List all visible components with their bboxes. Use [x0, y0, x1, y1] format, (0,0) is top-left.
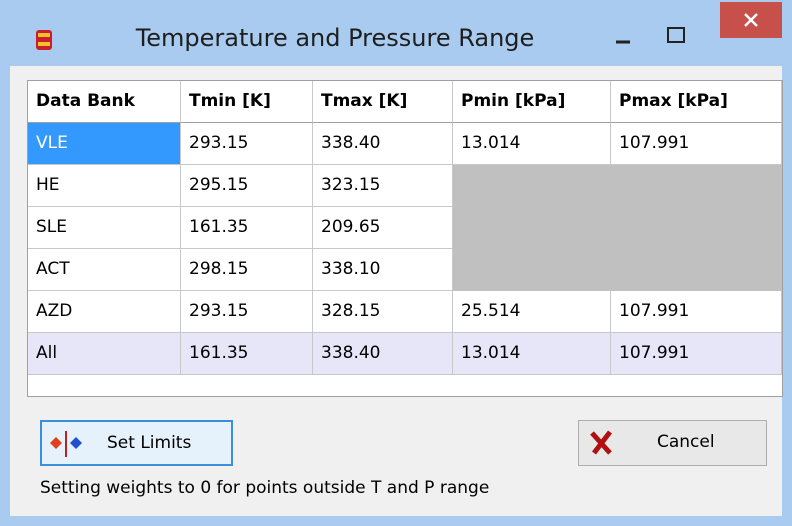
column-header: Data Bank [28, 81, 181, 123]
table-cell: 338.40 [313, 123, 453, 165]
row-header: VLE [28, 123, 181, 165]
empty-cell [611, 207, 782, 249]
set-limits-button[interactable]: Set Limits [40, 420, 233, 466]
title-bar: Temperature and Pressure Range [0, 0, 792, 66]
empty-cell [453, 165, 611, 207]
row-header: HE [28, 165, 181, 207]
table-cell: 107.991 [611, 333, 782, 375]
table-cell: 323.15 [313, 165, 453, 207]
maximize-button[interactable] [667, 27, 685, 43]
status-text: Setting weights to 0 for points outside … [40, 478, 490, 498]
table-cell: 328.15 [313, 291, 453, 333]
table-cell: 338.10 [313, 249, 453, 291]
cancel-button[interactable]: Cancel [578, 420, 767, 466]
table-cell: 338.40 [313, 333, 453, 375]
table-cell: 107.991 [611, 291, 782, 333]
cancel-icon [590, 430, 612, 455]
table-cell: 107.991 [611, 123, 782, 165]
app-icon [36, 30, 52, 50]
column-header: Tmax [K] [313, 81, 453, 123]
table-cell: 25.514 [453, 291, 611, 333]
column-header: Tmin [K] [181, 81, 313, 123]
table-cell: 295.15 [181, 165, 313, 207]
empty-cell [453, 249, 611, 291]
close-button[interactable] [720, 2, 782, 38]
title-icons [36, 2, 782, 50]
table-cell: 13.014 [453, 333, 611, 375]
empty-cell [611, 249, 782, 291]
column-header: Pmax [kPa] [611, 81, 782, 123]
column-header: Pmin [kPa] [453, 81, 611, 123]
row-header: ACT [28, 249, 181, 291]
table-cell: 13.014 [453, 123, 611, 165]
empty-cell [453, 207, 611, 249]
table-cell: 161.35 [181, 207, 313, 249]
table-cell: 293.15 [181, 123, 313, 165]
dialog-body: Data Bank Tmin [K] Tmax [K] Pmin [kPa] Pmax … [10, 66, 783, 516]
row-header: AZD [28, 291, 181, 333]
row-header: SLE [28, 207, 181, 249]
range-table: Data Bank Tmin [K] Tmax [K] Pmin [kPa] Pmax … [27, 80, 783, 397]
table-cell: 293.15 [181, 291, 313, 333]
table-cell: 298.15 [181, 249, 313, 291]
table-cell: 209.65 [313, 207, 453, 249]
cancel-label: Cancel [657, 432, 715, 452]
set-limits-label: Set Limits [107, 433, 192, 453]
row-header: All [28, 333, 181, 375]
set-limits-icon [50, 431, 82, 457]
table-cell: 161.35 [181, 333, 313, 375]
empty-cell [611, 165, 782, 207]
window-title: Temperature and Pressure Range [135, 24, 535, 52]
